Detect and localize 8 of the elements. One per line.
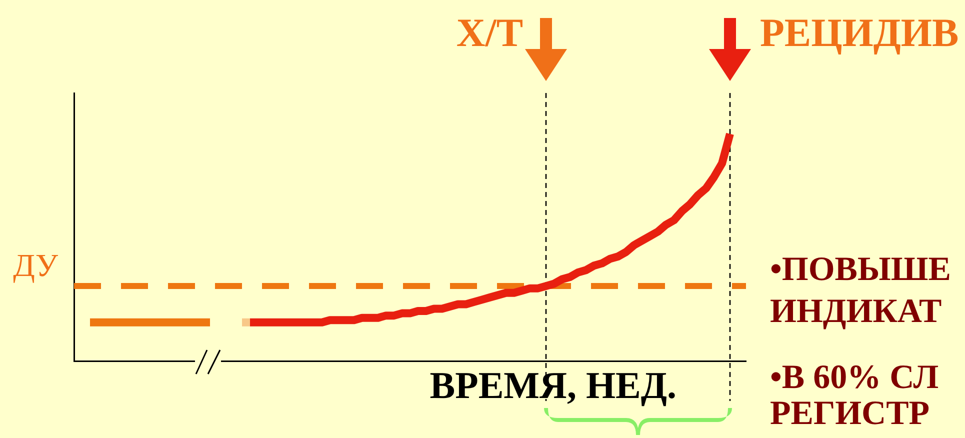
text: •ПОВЫШЕ — [770, 251, 951, 288]
text: Х/Т — [456, 10, 524, 55]
x-axis-title: ВРЕМЯ, НЕД. — [430, 365, 677, 407]
text: РЕГИСТР — [770, 395, 930, 432]
text: РЕЦИДИВ — [760, 10, 959, 55]
text: ИНДИКАТ — [770, 293, 942, 330]
ref-line-label: ДУ — [13, 247, 58, 284]
text: •В 60% СЛ — [770, 359, 939, 396]
